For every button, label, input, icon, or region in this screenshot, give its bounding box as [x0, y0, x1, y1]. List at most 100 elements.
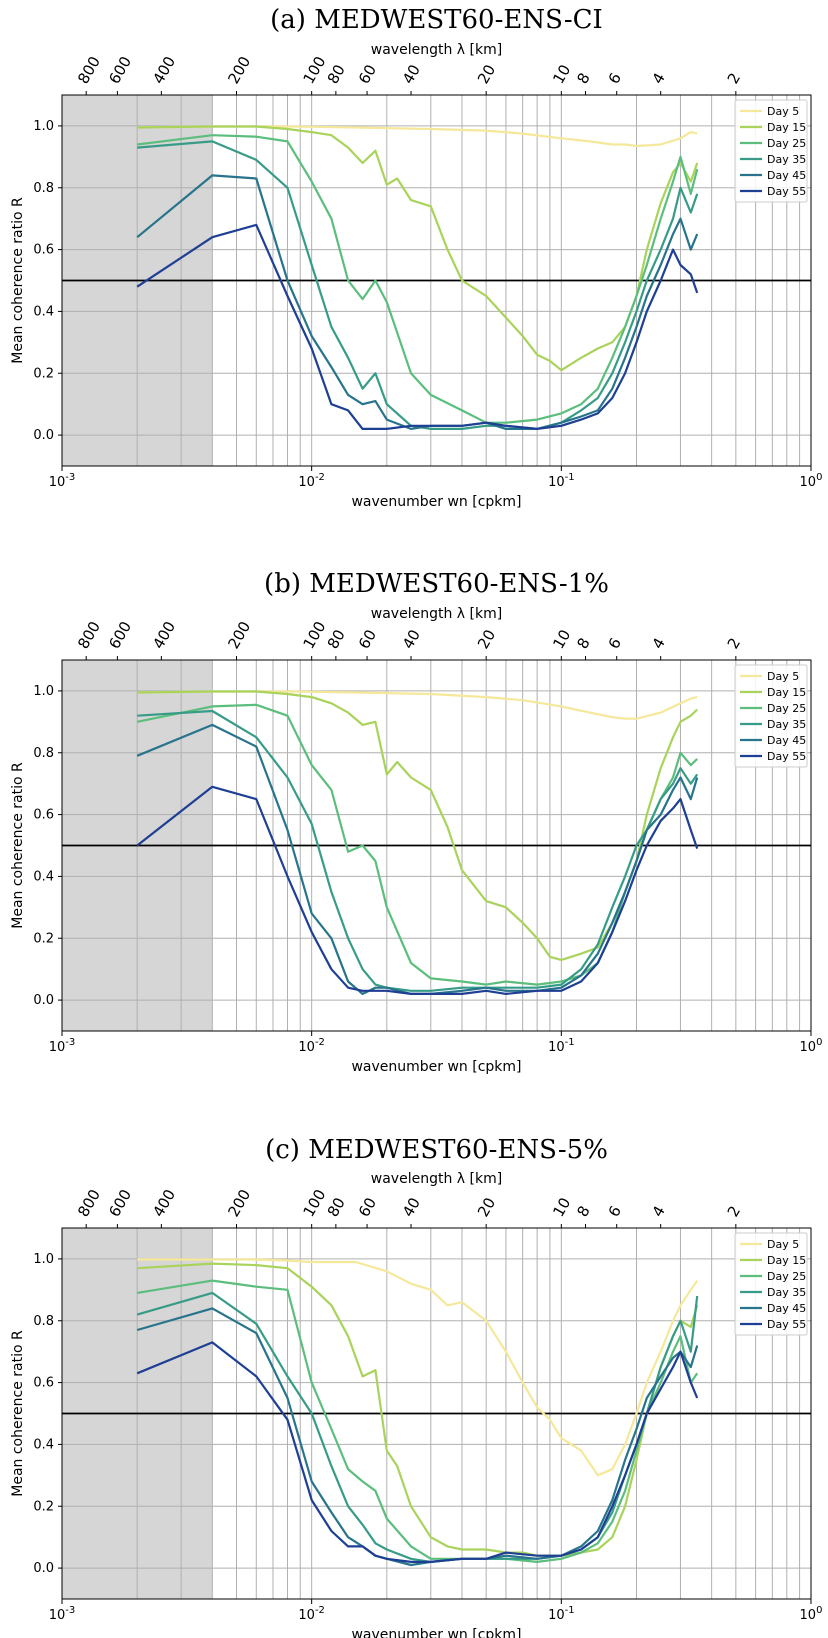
top-tick-label: 4 [649, 635, 669, 652]
y-axis-label: Mean coherence ratio R [10, 1330, 26, 1497]
top-tick-label: 600 [105, 618, 135, 652]
top-tick-label: 100 [300, 618, 330, 652]
series-line-day55 [136, 785, 699, 996]
top-axis-label: wavelength λ [km] [371, 42, 502, 58]
top-tick-label: 8 [573, 1203, 593, 1220]
top-tick-label: 6 [605, 1203, 625, 1220]
legend-label: Day 45 [767, 734, 806, 747]
series-line-day45 [136, 1307, 699, 1567]
y-tick-label: 1.0 [33, 1252, 54, 1267]
series-line-day5 [137, 690, 698, 720]
legend-label: Day 5 [767, 1238, 799, 1251]
series-line-day15 [137, 125, 699, 372]
series-group [136, 1258, 699, 1567]
top-tick-label: 8 [573, 635, 593, 652]
legend-box [734, 664, 808, 768]
y-tick-label: 0.2 [33, 931, 54, 946]
x-tick-label: 10-2 [298, 1037, 325, 1055]
x-tick-label: 10-1 [548, 472, 575, 490]
series-line-day35 [136, 1291, 699, 1564]
y-axis-label: Mean coherence ratio R [10, 762, 26, 929]
legend-label: Day 25 [767, 1270, 806, 1283]
y-tick-label: 0.6 [33, 243, 54, 258]
series-group [136, 125, 699, 430]
x-tick-label: 100 [800, 472, 823, 490]
top-tick-label: 40 [399, 626, 424, 652]
axes-frame [61, 1227, 812, 1600]
y-tick-label: 0.0 [33, 428, 54, 443]
top-tick-label: 6 [605, 70, 625, 87]
y-tick-label: 0.4 [33, 1437, 54, 1452]
top-tick-label: 2 [724, 1203, 744, 1220]
top-tick-label: 2 [724, 70, 744, 87]
series-line-day15 [137, 690, 698, 962]
legend-label: Day 15 [767, 686, 806, 699]
top-tick-label: 200 [224, 1186, 254, 1220]
legend-label: Day 15 [767, 121, 806, 134]
top-tick-label: 200 [224, 618, 254, 652]
top-tick-label: 400 [149, 53, 179, 87]
top-tick-label: 400 [149, 618, 179, 652]
top-tick-label: 40 [399, 1194, 424, 1220]
x-tick-label: 10-3 [49, 472, 76, 490]
series-line-day45 [136, 723, 699, 996]
y-tick-label: 0.6 [33, 1376, 54, 1391]
y-axis-label: Mean coherence ratio R [10, 197, 26, 364]
y-tick-label: 0.8 [33, 1314, 54, 1329]
top-tick-label: 4 [649, 70, 669, 87]
top-tick-label: 600 [105, 1186, 135, 1220]
y-tick-label: 0.4 [33, 869, 54, 884]
chart-panel-1: (a) MEDWEST60-ENS-CI wavelength λ [km] 0.0… [10, 5, 822, 510]
legend-box [734, 1232, 808, 1336]
legend-label: Day 15 [767, 1254, 806, 1267]
series-line-day25 [137, 134, 699, 424]
series-line-day5 [137, 125, 698, 148]
y-tick-label: 0.2 [33, 366, 54, 381]
chart-panel-2: (b) MEDWEST60-ENS-1% wavelength λ [km] 0.0… [10, 569, 822, 1075]
chart-panel-3: (c) MEDWEST60-ENS-5% wavelength λ [km] 0.0… [10, 1135, 822, 1638]
top-tick-label: 800 [74, 1186, 104, 1220]
legend-label: Day 5 [767, 105, 799, 118]
top-tick-label: 10 [549, 1194, 574, 1220]
top-tick-label: 6 [605, 635, 625, 652]
top-tick-label: 20 [474, 1194, 499, 1220]
legend-label: Day 55 [767, 1318, 806, 1331]
legend-label: Day 25 [767, 702, 806, 715]
axes-frame [61, 94, 812, 467]
panel-title: (a) MEDWEST60-ENS-CI [270, 5, 603, 35]
top-tick-label: 40 [399, 61, 424, 87]
legend-label: Day 35 [767, 1286, 806, 1299]
series-line-day55 [136, 223, 699, 430]
series-group [136, 690, 699, 996]
legend-label: Day 35 [767, 718, 806, 731]
x-axis-label: wavenumber wn [cpkm] [351, 1059, 521, 1075]
top-tick-label: 10 [549, 61, 574, 87]
y-tick-label: 0.4 [33, 304, 54, 319]
x-tick-label: 10-2 [298, 472, 325, 490]
top-tick-label: 200 [224, 53, 254, 87]
series-line-day25 [137, 1279, 699, 1564]
top-tick-label: 60 [355, 1194, 380, 1220]
top-tick-label: 60 [355, 626, 380, 652]
top-tick-label: 10 [549, 626, 574, 652]
x-tick-label: 100 [800, 1605, 823, 1623]
top-tick-label: 800 [74, 53, 104, 87]
top-tick-label: 20 [474, 61, 499, 87]
y-tick-label: 1.0 [33, 684, 54, 699]
series-line-day35 [137, 709, 699, 992]
y-tick-label: 0.8 [33, 181, 54, 196]
y-tick-label: 0.8 [33, 746, 54, 761]
top-tick-label: 4 [649, 1203, 669, 1220]
legend-label: Day 5 [767, 670, 799, 683]
legend-label: Day 55 [767, 185, 806, 198]
top-tick-label: 8 [573, 70, 593, 87]
x-tick-label: 100 [800, 1037, 823, 1055]
legend-label: Day 45 [767, 169, 806, 182]
top-tick-label: 60 [355, 61, 380, 87]
top-tick-label: 2 [724, 635, 744, 652]
legend-box [734, 99, 808, 203]
series-line-day45 [136, 174, 699, 430]
legend-label: Day 55 [767, 750, 806, 763]
x-axis-label: wavenumber wn [cpkm] [351, 1627, 521, 1638]
